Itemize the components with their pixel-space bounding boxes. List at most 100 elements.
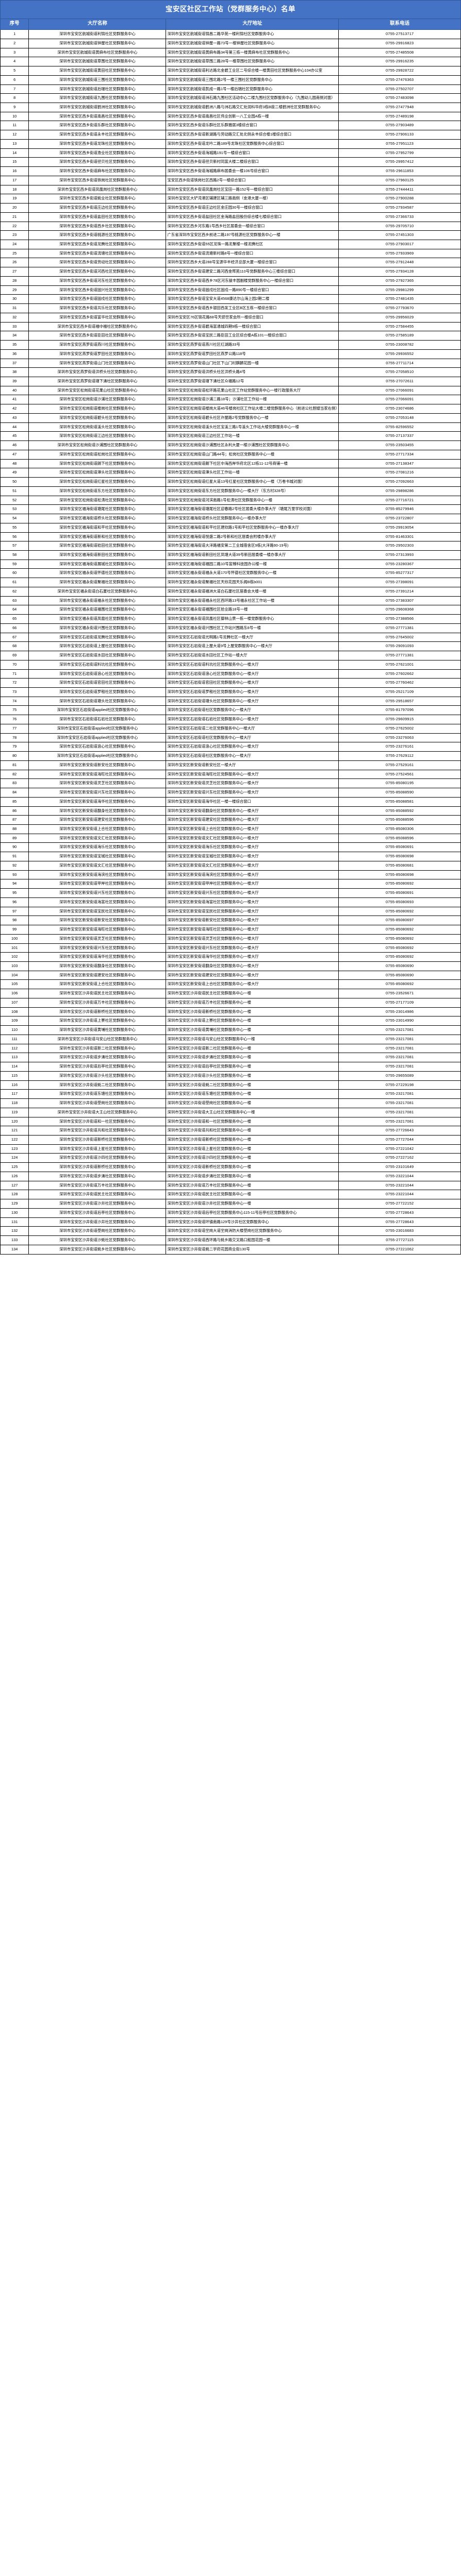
- cell-address: 深圳市宝安区石岩街道光明路1号龙腾社区一楼大厅: [166, 632, 339, 642]
- cell-phone: 0755-27726643: [338, 1126, 461, 1136]
- table-row: 102 深圳市宝安区新安街道海华社区党群服务中心 深圳市宝安区新安街道海华社区党群服…: [0, 952, 461, 962]
- cell-index: 25: [0, 248, 29, 259]
- cell-index: 41: [0, 395, 29, 405]
- cell-name: 深圳市宝安区新安街道兴东社区党群服务中心: [28, 888, 167, 898]
- cell-address: 深圳市宝安区沙井街道东塘社区党群服务中心一楼: [166, 1089, 339, 1099]
- cell-name: 深圳市宝安区松岗街道沙浦社区党群服务中心: [28, 395, 167, 405]
- table-row: 48 深圳市宝安区松岗街道朗下社区党群服务中心 深圳市宝安区松岗街道朗下社区中海西岸…: [0, 459, 461, 469]
- table-row: 84 深圳市宝安区新安街道兴东社区党群服务中心 深圳市宝安区新安街道兴东社区党群服务…: [0, 788, 461, 798]
- cell-address: 深圳市宝安区石岩街道上屋大道9号上屋党群服务中心一楼大厅: [166, 641, 339, 652]
- cell-address: 深圳市宝安区新安街道海旺社区党群服务中心一楼大厅: [166, 769, 339, 779]
- cell-index: 31: [0, 303, 29, 313]
- cell-phone: 0755-29916235: [338, 57, 461, 67]
- cell-index: 51: [0, 486, 29, 496]
- table-row: 115 深圳市宝安区沙井街道沙头社区党群服务中心 深圳市宝安区沙井街道沙头社区党群服…: [0, 1071, 461, 1081]
- cell-name: 深圳市宝安区新安街道海华社区党群服务中心: [28, 796, 167, 807]
- cell-index: 30: [0, 294, 29, 304]
- cell-name: 深圳市宝安区沙井街道大王山社区党群服务中心: [28, 1107, 167, 1117]
- cell-address: 深圳市宝安区石岩街道浪心社区党群服务中心一楼大厅: [166, 669, 339, 679]
- cell-phone: 0755-27927365: [338, 276, 461, 286]
- cell-address: 深圳市宝安区沙井街道大王山社区党群服务中心一楼: [166, 1107, 339, 1117]
- cell-address: 深圳市宝安区西乡河东路1号西乡社区居委会一楼综合窗口: [166, 221, 339, 231]
- table-row: 112 深圳市宝安区沙井街道新二社区党群服务中心 深圳市宝安区沙井街道新二社区党群服…: [0, 1043, 461, 1054]
- cell-phone: 0755-23526671: [338, 989, 461, 998]
- cell-index: 110: [0, 1025, 29, 1035]
- table-row: 56 深圳市宝安区福海街道新和社区党群服务中心 深圳市宝安区福海街道悦盛二路2号新和…: [0, 532, 461, 542]
- cell-name: 深圳市宝安区松岗街道沙浦围社区党群服务中心: [28, 440, 167, 450]
- cell-phone: 0755-23101649: [338, 1162, 461, 1172]
- cell-phone: 0755-27313993: [338, 550, 461, 560]
- cell-index: 63: [0, 596, 29, 606]
- cell-index: 3: [0, 47, 29, 58]
- cell-phone: 0755-85088590: [338, 788, 461, 798]
- cell-address: 深圳市宝安区西乡街道海城路191号一楼综合窗口: [166, 148, 339, 158]
- cell-phone: 0755-27066091: [338, 385, 461, 396]
- cell-index: 5: [0, 66, 29, 76]
- cell-name: 深圳市宝安区西乡街道蚝业社区党群服务中心: [28, 194, 167, 204]
- cell-index: 60: [0, 568, 29, 579]
- cell-name: 深圳市宝安区石岩街道上屋社区党群服务中心: [28, 641, 167, 652]
- cell-address: 深圳市宝安区沙井街道蚝二学府花园商业街130号: [166, 1244, 339, 1255]
- table-row: 123 深圳市宝安区沙井街道上星社区党群服务中心 深圳市宝安区沙井街道上星社区党群服…: [0, 1144, 461, 1154]
- cell-index: 78: [0, 733, 29, 743]
- cell-phone: 0755-27444411: [338, 184, 461, 195]
- cell-address: 深圳市宝安区松岗街道松环路花果山社区工作站党群服务中心一楼行政服务大厅: [166, 385, 339, 396]
- table-row: 83 深圳市宝安区新安街道灵芝社区党群服务中心 深圳市宝安区新安街道灵芝社区党群服务…: [0, 778, 461, 789]
- cell-name: 深圳市宝安区新安街道翻身社区党群服务中心: [28, 961, 167, 971]
- cell-name: 深圳市宝安区松岗街道碧头社区党群服务中心: [28, 413, 167, 423]
- cell-address: 深圳市宝安区航城街道钟屋一路73号一楼钟屋社区党群服务中心: [166, 38, 339, 48]
- cell-index: 38: [0, 367, 29, 378]
- cell-index: 74: [0, 696, 29, 706]
- cell-address: 深圳市宝安区西乡街道宝民二路臣田工业区综合楼A栋101一楼综合窗口: [166, 331, 339, 341]
- cell-name: 深圳市宝安区沙井街道沙四社区党群服务中心: [28, 1153, 167, 1163]
- cell-address: 宝安区西乡街道铁岗社区西路2号一楼综合窗口: [166, 175, 339, 185]
- cell-index: 80: [0, 751, 29, 761]
- cell-index: 23: [0, 230, 29, 240]
- cell-address: 深圳市宝安区沙井街道新桥社区党群服务中心一楼: [166, 1007, 339, 1017]
- cell-phone: 0755-27951123: [338, 139, 461, 149]
- cell-phone: 0755-27398091: [338, 578, 461, 587]
- cell-address: 深圳市宝安区福海街道大洋路福安第二工业城宿舍区9栋(大洋路90-19号): [166, 541, 339, 551]
- cell-address: 深圳市宝安区新安街道兴东社区党群服务中心一楼大厅: [166, 788, 339, 798]
- cell-index: 95: [0, 888, 29, 898]
- cell-phone: 0755-27584455: [338, 321, 461, 332]
- cell-index: 61: [0, 578, 29, 587]
- cell-name: 深圳市宝安区西乡街道麻布社区党群服务中心: [28, 166, 167, 176]
- table-row: 14 深圳市宝安区西乡街道渔业社区党群服务中心 深圳市宝安区西乡街道海城路191号一…: [0, 148, 461, 158]
- cell-index: 13: [0, 139, 29, 149]
- cell-address: 深圳市宝安区沙井街道万丰社区党群服务中心一楼: [166, 997, 339, 1008]
- cell-phone: 0755-29611853: [338, 166, 461, 176]
- table-row: 94 深圳市宝安区新安街道甲岸社区党群服务中心 深圳市宝安区新安街道甲岸社区党群服务…: [0, 879, 461, 889]
- cell-phone: 0755-29705710: [338, 221, 461, 231]
- cell-index: 34: [0, 331, 29, 341]
- table-row: 26 深圳市宝安区西乡街道劳动社区党群服务中心 深圳市宝安区西乡大道288号宝源华丰…: [0, 258, 461, 268]
- cell-address: 深圳市宝安区新安街道上合社区党群服务中心一楼大厅: [166, 824, 339, 834]
- cell-name: 深圳市宝安区新安街道海旺社区党群服务中心: [28, 769, 167, 779]
- cell-address: 深圳市宝安区沙井街道黄埔社区党群服务中心一楼: [166, 1025, 339, 1035]
- cell-index: 52: [0, 495, 29, 505]
- cell-phone: 0755-23221044: [338, 1180, 461, 1191]
- cell-address: 深圳市宝安区沙井街道蚝二社区党群服务中心一楼: [166, 1080, 339, 1090]
- cell-address: 深圳市宝安区航城街道洲石路九围社区活动中心二楼九围社区党群服务中心（九围幼儿园南…: [166, 93, 339, 103]
- cell-index: 69: [0, 651, 29, 660]
- cell-index: 115: [0, 1071, 29, 1081]
- table-row: 78 深圳市宝安区石岩街道applied社区党群服务中心 深圳市宝安区石岩街道社区党…: [0, 733, 461, 743]
- cell-name: 深圳市宝安区沙井街道步涌社区党群服务中心: [28, 1053, 167, 1063]
- table-row: 38 深圳市宝安区燕罗街道洪桥头社区党群服务中心 深圳市宝安区燕罗街道洪桥头社区洪桥…: [0, 367, 461, 378]
- table-row: 55 深圳市宝安区福海街道和平社区党群服务中心 深圳市宝安区福海街道和平社区建欣路1…: [0, 522, 461, 533]
- cell-phone: 0755-27960125: [338, 175, 461, 185]
- cell-name: 深圳市宝安区石岩街道塘头社区党群服务中心: [28, 696, 167, 706]
- community-service-center-table: 宝安区社区工作站（党群服务中心）名单 序号 大厅名称 大厅地址 联系电话 1 深圳…: [0, 0, 461, 1255]
- cell-index: 127: [0, 1180, 29, 1191]
- cell-phone: 0755-27053148: [338, 413, 461, 423]
- table-row: 122 深圳市宝安区沙井街道新桥社区党群服务中心 深圳市宝安区沙井街道新桥社区党群服…: [0, 1134, 461, 1145]
- cell-name: 深圳市宝安区福海街道桥头社区党群服务中心: [28, 514, 167, 523]
- cell-index: 48: [0, 459, 29, 469]
- cell-phone: 0755-27952799: [338, 148, 461, 158]
- cell-name: 深圳市宝安区新安街道海滨社区党群服务中心: [28, 870, 167, 880]
- table-row: 81 深圳市宝安区新安街道新安社区党群服务中心 深圳市宝安区新安街道新安社区一楼大厅…: [0, 760, 461, 770]
- cell-index: 14: [0, 148, 29, 158]
- cell-address: 深圳市宝安区西乡街道径贝新村同富大楼二楼综合窗口: [166, 157, 339, 167]
- cell-phone: 0755-27722152: [338, 1199, 461, 1209]
- cell-phone: 0755-27760462: [338, 678, 461, 688]
